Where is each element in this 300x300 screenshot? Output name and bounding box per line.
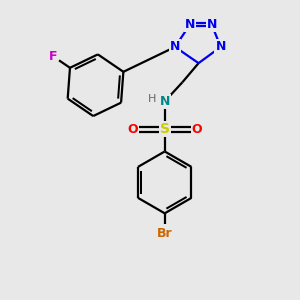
- Text: N: N: [207, 18, 217, 32]
- Text: N: N: [215, 40, 226, 53]
- Text: O: O: [127, 123, 138, 136]
- Text: N: N: [160, 95, 170, 108]
- Text: N: N: [170, 40, 180, 53]
- Text: S: S: [160, 122, 170, 136]
- Text: O: O: [192, 123, 203, 136]
- Text: Br: Br: [157, 227, 172, 240]
- Text: F: F: [49, 50, 57, 63]
- Text: N: N: [184, 18, 195, 32]
- Text: H: H: [148, 94, 157, 104]
